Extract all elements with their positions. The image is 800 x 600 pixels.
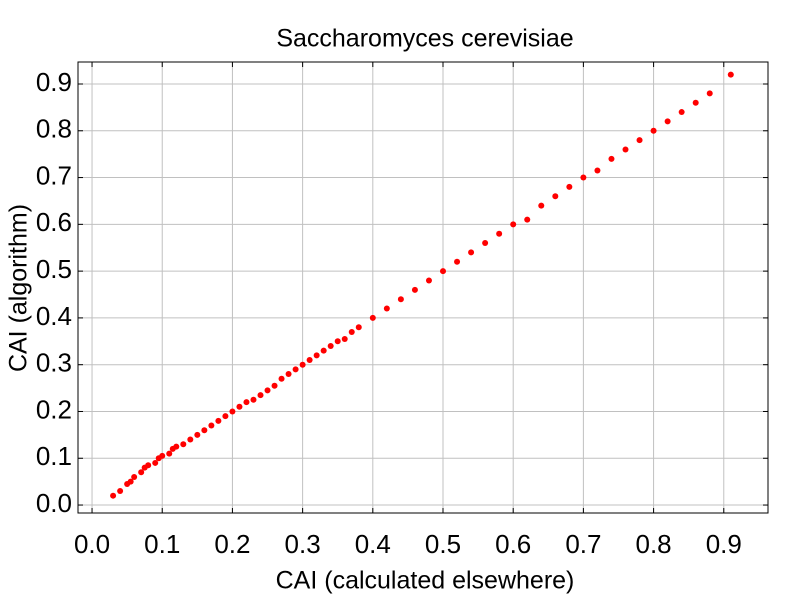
y-tick-label: 0.5: [36, 254, 72, 284]
point: [664, 118, 671, 125]
y-tick-label: 0.6: [36, 207, 72, 237]
x-tick-label: 0.1: [144, 529, 180, 559]
point: [334, 338, 341, 345]
point: [127, 478, 134, 485]
point: [110, 492, 117, 499]
point: [180, 441, 187, 448]
y-tick-label: 0.0: [36, 488, 72, 518]
point: [650, 127, 657, 134]
point: [250, 396, 257, 403]
x-tick-label: 0.0: [74, 529, 110, 559]
point: [131, 473, 138, 480]
point: [222, 413, 229, 420]
x-tick-label: 0.2: [214, 529, 250, 559]
point: [510, 221, 517, 228]
point: [727, 71, 734, 78]
point: [145, 462, 152, 469]
x-tick-label: 0.9: [706, 529, 742, 559]
point: [538, 202, 545, 209]
point: [454, 258, 461, 265]
x-tick-label: 0.3: [285, 529, 321, 559]
point: [440, 268, 447, 275]
point: [194, 431, 201, 438]
x-axis-label: CAI (calculated elsewhere): [276, 567, 575, 595]
point: [482, 240, 489, 247]
point: [524, 216, 531, 223]
point: [566, 183, 573, 190]
point: [215, 417, 222, 424]
point: [608, 155, 615, 162]
x-tick-label: 0.4: [355, 529, 391, 559]
point: [201, 427, 208, 434]
point: [692, 99, 699, 106]
point: [187, 436, 194, 443]
point: [355, 324, 362, 331]
point: [327, 342, 334, 349]
point: [397, 296, 404, 303]
point: [411, 286, 418, 293]
point: [552, 193, 559, 200]
point: [229, 408, 236, 415]
point: [348, 328, 355, 335]
y-tick-label: 0.7: [36, 160, 72, 190]
y-tick-label: 0.8: [36, 114, 72, 144]
point: [166, 450, 173, 457]
point: [271, 382, 278, 389]
point: [173, 443, 180, 450]
point: [285, 371, 292, 378]
y-tick-label: 0.3: [36, 348, 72, 378]
x-tick-label: 0.7: [565, 529, 601, 559]
point: [208, 422, 215, 429]
point: [278, 375, 285, 382]
point: [369, 314, 376, 321]
chart-title: Saccharomyces cerevisiae: [276, 25, 573, 53]
point: [152, 459, 159, 466]
point: [138, 469, 145, 476]
plot-frame: [77, 61, 769, 514]
y-tick-label: 0.9: [36, 67, 72, 97]
point: [341, 335, 348, 342]
point: [257, 392, 264, 399]
point: [313, 352, 320, 359]
point: [159, 452, 166, 459]
point: [678, 109, 685, 116]
point: [236, 403, 243, 410]
x-tick-label: 0.6: [495, 529, 531, 559]
point: [425, 277, 432, 284]
y-tick-label: 0.2: [36, 394, 72, 424]
y-tick-label: 0.4: [36, 301, 72, 331]
point: [243, 399, 250, 406]
point: [306, 357, 313, 364]
y-axis-label: CAI (algorithm): [5, 204, 33, 372]
x-tick-label: 0.5: [425, 529, 461, 559]
point: [622, 146, 629, 153]
point: [636, 137, 643, 144]
point: [580, 174, 587, 181]
point: [594, 167, 601, 174]
x-tick-label: 0.8: [636, 529, 672, 559]
point: [117, 488, 124, 495]
point: [292, 366, 299, 373]
point: [383, 305, 390, 312]
point: [264, 387, 271, 394]
y-tick-label: 0.1: [36, 441, 72, 471]
point: [496, 230, 503, 237]
point: [706, 90, 713, 97]
point: [320, 347, 327, 354]
point: [468, 249, 475, 256]
point: [299, 361, 306, 368]
